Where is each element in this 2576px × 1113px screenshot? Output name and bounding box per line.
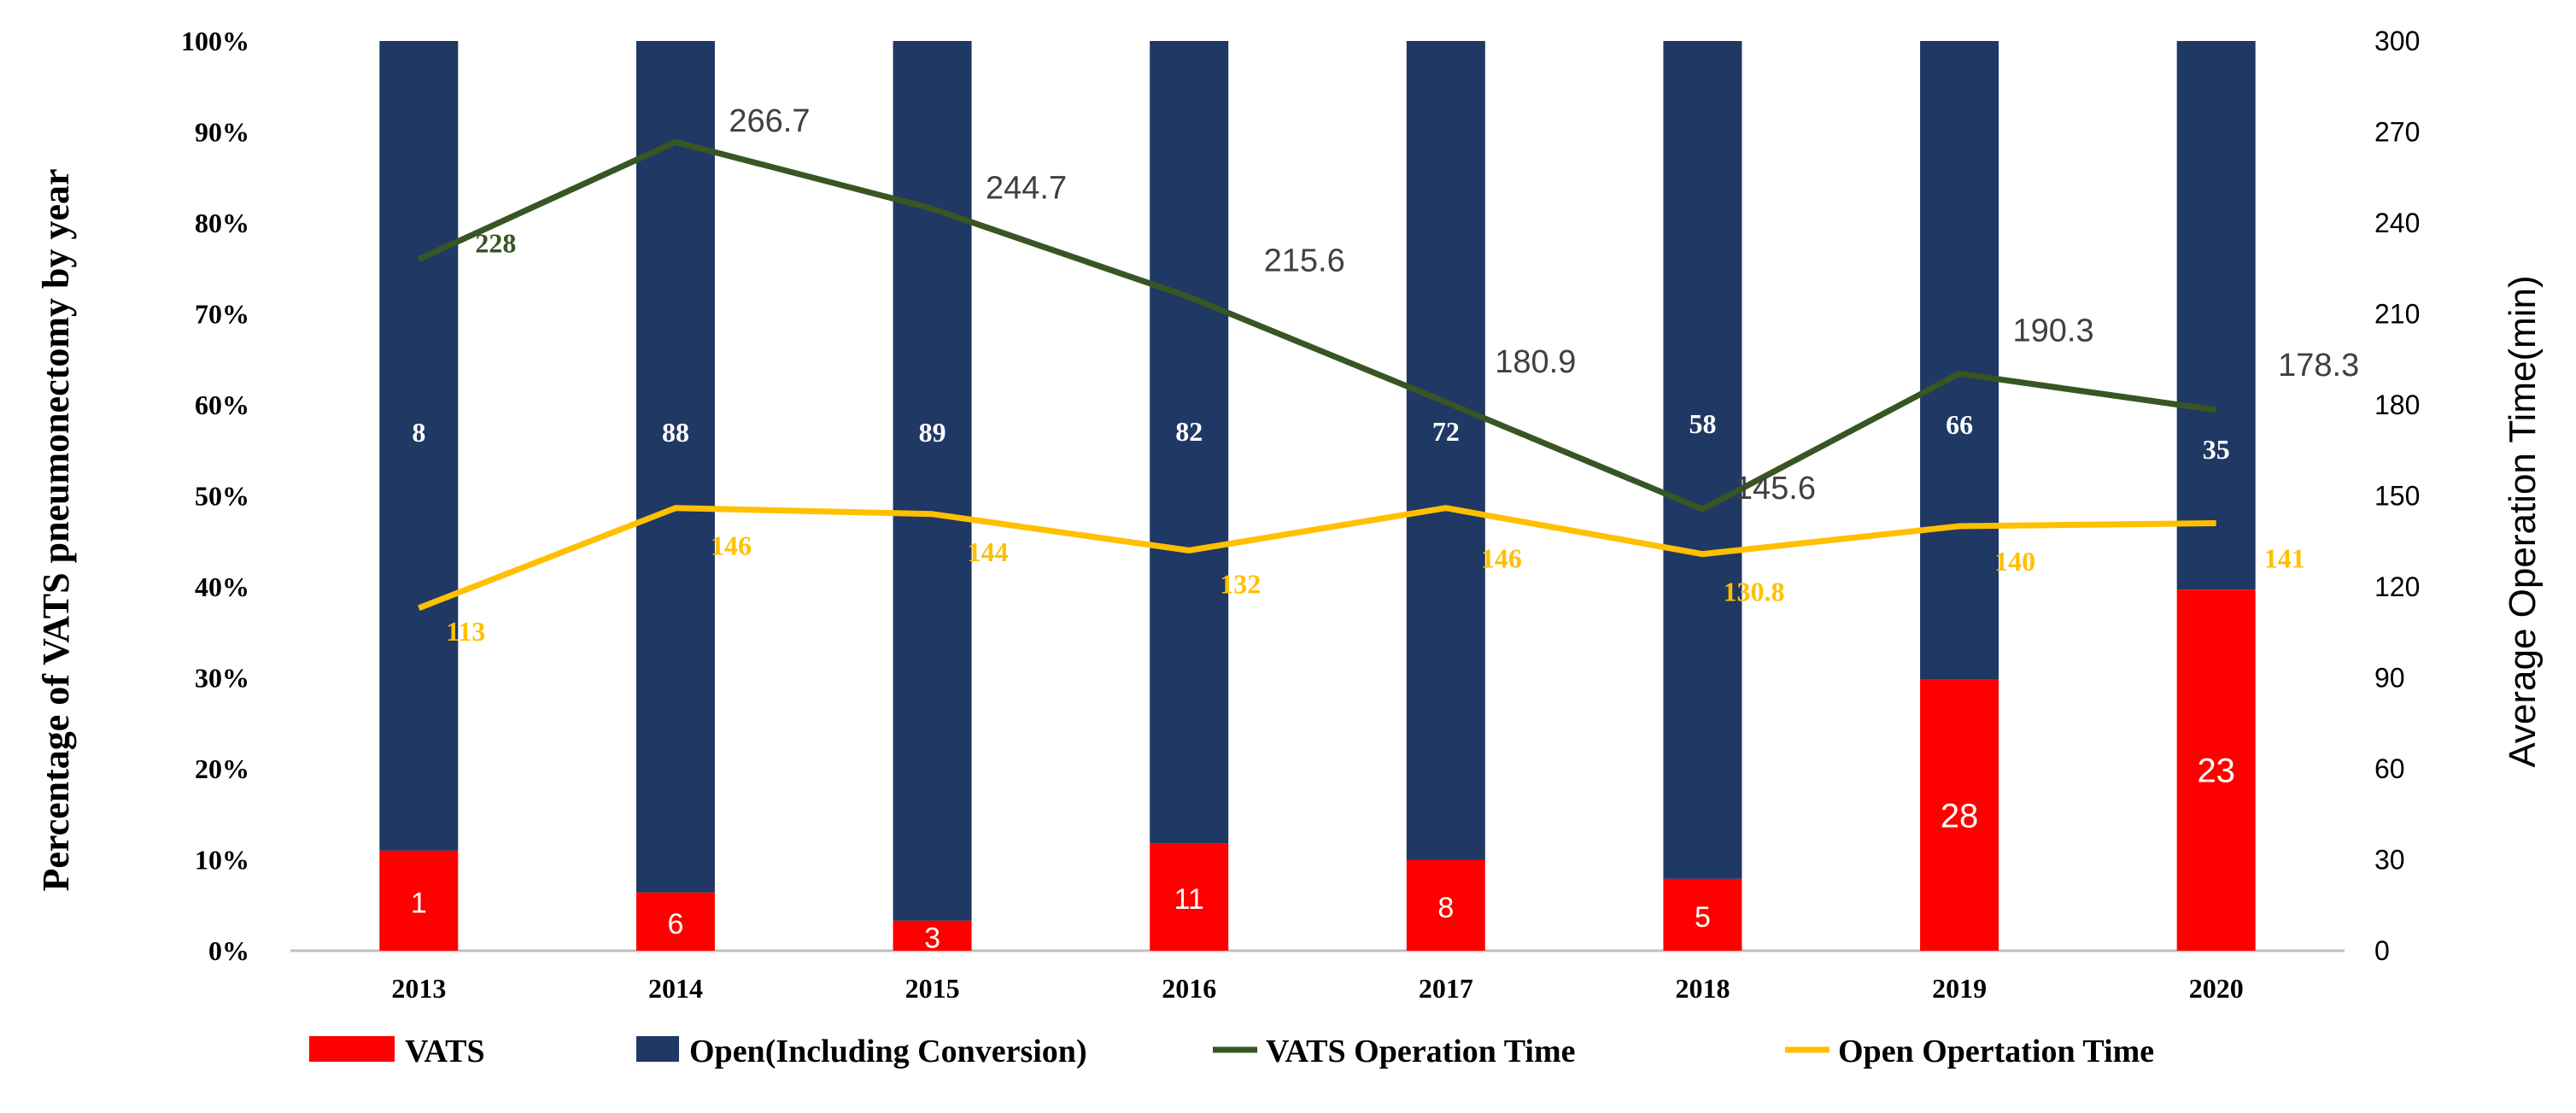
x-tick-label: 2019: [1932, 973, 1987, 1004]
y-tick-label: 20%: [195, 753, 249, 784]
bar-open: [1150, 41, 1229, 844]
y2-tick-label: 240: [2374, 208, 2420, 238]
y-tick-label: 50%: [195, 481, 249, 512]
bar-vats: [379, 850, 459, 951]
y2-tick-label: 210: [2374, 299, 2420, 330]
legend-vats: VATS: [309, 1034, 485, 1069]
data-label-open: 89: [919, 417, 946, 448]
data-label-vats-time: 145.6: [1735, 471, 1816, 507]
bar-open: [1406, 41, 1485, 860]
y-tick-label: 60%: [195, 390, 249, 420]
bar-vats: [1920, 679, 1999, 951]
y-tick-label: 100%: [181, 26, 249, 56]
y-tick-label: 90%: [195, 117, 249, 148]
data-label-open-time: 141: [2264, 542, 2305, 573]
data-label-vats-time: 178.3: [2278, 348, 2359, 384]
data-label-vats: 8: [1437, 892, 1454, 924]
data-label-open: 66: [1946, 409, 1973, 440]
data-label-open: 88: [662, 417, 689, 448]
legend-label: VATS: [405, 1034, 485, 1069]
y2-tick-label: 180: [2374, 390, 2420, 420]
x-tick-label: 2020: [2189, 973, 2244, 1004]
data-label-vats-time: 180.9: [1495, 344, 1576, 380]
y2-tick-label: 150: [2374, 481, 2420, 512]
x-tick-label: 2018: [1675, 973, 1730, 1004]
bar-open: [379, 41, 459, 851]
bar-vats: [1406, 859, 1485, 951]
x-tick-label: 2016: [1162, 973, 1216, 1004]
x-tick-label: 2013: [391, 973, 446, 1004]
data-label-open: 82: [1175, 416, 1203, 447]
data-label-open: 72: [1432, 416, 1460, 447]
y2-tick-label: 270: [2374, 117, 2420, 148]
data-label-open-time: 132: [1220, 568, 1261, 599]
y-tick-label: 80%: [195, 208, 249, 238]
data-label-vats-time: 190.3: [2013, 313, 2094, 349]
data-label-open-time: 140: [1994, 546, 2035, 577]
y2-tick-label: 60: [2374, 753, 2405, 784]
data-label-vats-time: 244.7: [986, 170, 1067, 206]
line-vats-time: [417, 138, 2217, 513]
data-label-vats: 6: [667, 908, 683, 940]
data-label-vats: 5: [1695, 901, 1711, 934]
bar-vats: [2176, 589, 2256, 951]
legend-label: VATS Operation Time: [1266, 1034, 1575, 1069]
bar-open: [635, 41, 715, 893]
x-tick-label: 2017: [1419, 973, 1473, 1004]
x-tick-label: 2015: [905, 973, 960, 1004]
data-label-vats: 1: [411, 887, 427, 919]
data-label-vats: 3: [924, 922, 940, 954]
data-label-vats-time: 215.6: [1264, 243, 1345, 279]
data-label-open: 35: [2203, 434, 2230, 465]
bar-vats: [1150, 843, 1229, 951]
bar-open: [1920, 41, 1999, 680]
data-label-open-time: 113: [446, 616, 485, 647]
y2-tick-label: 120: [2374, 571, 2420, 602]
y2-tick-label: 90: [2374, 663, 2405, 694]
data-label-open: 58: [1689, 408, 1716, 439]
data-label-vats: 11: [1174, 883, 1204, 916]
x-tick-label: 2014: [648, 973, 703, 1004]
data-label-vats: 23: [2197, 753, 2235, 790]
legend-label: Open(Including Conversion): [689, 1034, 1087, 1069]
data-label-open-time: 146: [1481, 543, 1522, 574]
legend-swatch: [309, 1036, 395, 1062]
legend-swatch: [636, 1036, 679, 1062]
legend-label: Open Opertation Time: [1838, 1034, 2154, 1069]
bar-open: [1663, 41, 1742, 879]
line-open-time: [418, 505, 2216, 612]
y-axis-title: Percentage of VATS pneumonectomy by year: [35, 168, 77, 891]
bar-vats: [635, 892, 715, 951]
y2-tick-label: 30: [2374, 845, 2405, 876]
bar-vats: [893, 920, 972, 951]
y-tick-label: 40%: [195, 571, 249, 602]
y-tick-label: 70%: [195, 299, 249, 330]
data-label-open: 8: [412, 417, 425, 448]
y-tick-label: 10%: [195, 845, 249, 876]
y2-axis-title: Average Operation Time(min): [2502, 275, 2544, 767]
data-label-vats-time: 228: [475, 228, 516, 259]
bar-vats: [1663, 878, 1742, 951]
y-tick-label: 30%: [195, 663, 249, 694]
data-label-open-time: 130.8: [1723, 577, 1784, 607]
bar-open: [2176, 41, 2256, 590]
legend-open-time: Open Opertation Time: [1785, 1034, 2154, 1069]
data-label-open-time: 144: [968, 536, 1009, 567]
data-label-vats: 28: [1941, 797, 1979, 835]
y-tick-label: 0%: [208, 935, 249, 966]
bar-open: [893, 41, 972, 921]
data-label-vats-time: 266.7: [729, 103, 810, 139]
y2-tick-label: 0: [2374, 935, 2390, 966]
legend-vats-time: VATS Operation Time: [1213, 1034, 1575, 1069]
y2-tick-label: 300: [2374, 26, 2420, 56]
legend-open: Open(Including Conversion): [636, 1034, 1087, 1069]
data-label-open-time: 146: [711, 530, 752, 561]
